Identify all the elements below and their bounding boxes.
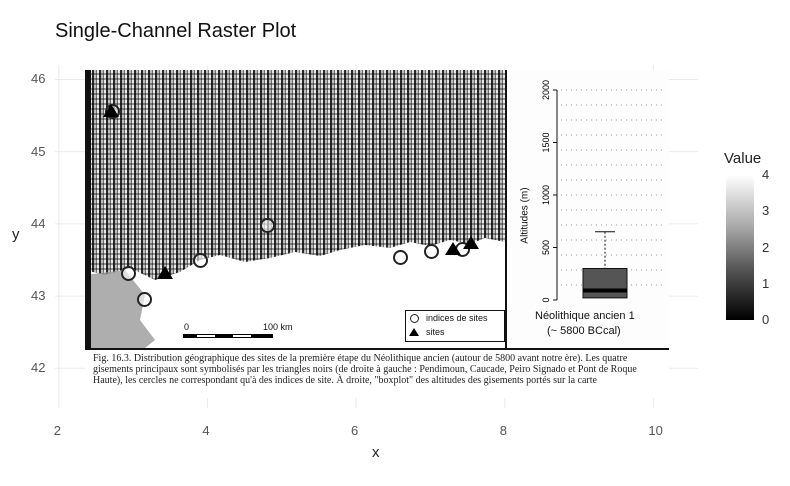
x-tick-label: 6 bbox=[351, 423, 359, 438]
colorbar-label: 0 bbox=[762, 312, 770, 327]
figure-caption: Fig. 16.3. Distribution géographique des… bbox=[85, 348, 669, 398]
inset-ylabel: Altitudes (m) bbox=[519, 187, 531, 244]
legend-triangle-icon bbox=[409, 328, 419, 336]
colorbar-label: 2 bbox=[762, 239, 770, 255]
inset-tick-label: 1500 bbox=[541, 132, 551, 152]
site-indicator-circle bbox=[121, 266, 136, 281]
colorbar-label: 3 bbox=[762, 203, 770, 219]
x-axis-title: x bbox=[372, 444, 380, 461]
site-triangle bbox=[157, 266, 173, 279]
raster-frame bbox=[85, 70, 91, 398]
inset-tick-label: 0 bbox=[541, 297, 551, 302]
y-tick-label: 42 bbox=[31, 360, 46, 376]
site-triangle bbox=[103, 104, 119, 117]
colorbar bbox=[726, 175, 754, 320]
inset-caption-2: (~ 5800 BCcal) bbox=[547, 325, 621, 337]
site-indicator-circle bbox=[393, 250, 408, 265]
colorbar-label: 1 bbox=[762, 275, 770, 291]
inset-caption-1: Néolithique ancien 1 bbox=[535, 310, 635, 322]
coastline-mask bbox=[85, 238, 505, 348]
raster-image: 0 100 km indices de sites sites 0 500 1000… bbox=[85, 70, 669, 398]
inset-tick-label: 1000 bbox=[541, 185, 551, 205]
boxplot: 0 500 1000 1500 2000 bbox=[541, 80, 662, 303]
site-triangle bbox=[463, 236, 479, 249]
inset-tick-label: 2000 bbox=[541, 80, 551, 100]
scale-bar-end: 100 km bbox=[263, 322, 293, 332]
legend-circle-label: indices de sites bbox=[426, 313, 488, 323]
site-indicator-circle bbox=[137, 292, 152, 307]
scale-bar bbox=[183, 334, 273, 338]
site-indicator-circle bbox=[424, 244, 439, 259]
legend-circle-icon bbox=[410, 314, 419, 323]
chart-title: Single-Channel Raster Plot bbox=[55, 20, 297, 42]
legend-title: Value bbox=[724, 150, 762, 167]
y-tick-label: 43 bbox=[31, 288, 46, 304]
y-axis-title: y bbox=[12, 226, 20, 243]
y-tick-label: 45 bbox=[31, 143, 46, 159]
y-tick-label: 44 bbox=[31, 215, 46, 231]
x-tick-label: 2 bbox=[53, 423, 61, 438]
site-indicator-circle bbox=[260, 218, 275, 233]
colorbar-label: 4 bbox=[762, 167, 770, 182]
x-tick-label: 10 bbox=[648, 423, 663, 438]
scale-bar-start: 0 bbox=[184, 322, 190, 332]
x-tick-label: 4 bbox=[202, 423, 210, 438]
inset-tick-label: 500 bbox=[541, 240, 551, 255]
legend-triangle-label: sites bbox=[426, 327, 445, 337]
altitude-boxplot-inset: 0 500 1000 1500 2000 Altitudes (m) Néolithiq… bbox=[505, 70, 669, 348]
y-tick-label: 46 bbox=[31, 71, 46, 87]
x-tick-label: 8 bbox=[499, 423, 507, 438]
site-indicator-circle bbox=[193, 253, 208, 268]
boxplot-box bbox=[582, 268, 628, 299]
map-legend: indices de sites sites bbox=[405, 310, 505, 342]
site-triangle bbox=[445, 242, 461, 255]
